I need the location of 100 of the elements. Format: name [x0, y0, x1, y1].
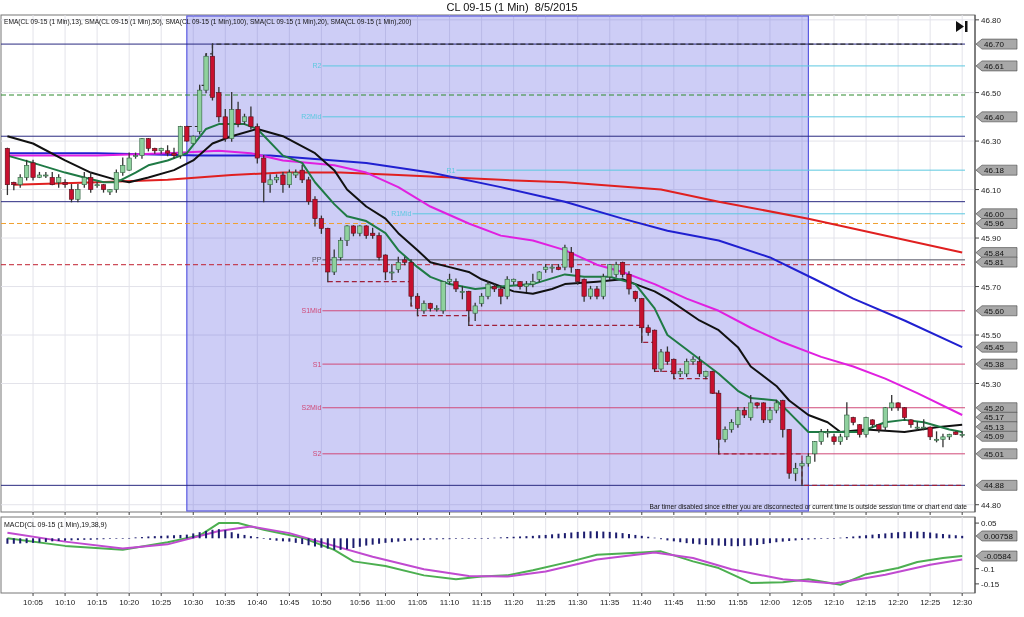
bar	[275, 538, 278, 541]
bar	[217, 529, 220, 539]
bar	[768, 538, 771, 544]
bar	[301, 538, 304, 545]
candlestick	[62, 179, 68, 188]
x-tick-label: 10:05	[23, 598, 44, 607]
x-tick-label: 12:15	[856, 598, 877, 607]
x-tick-label: 11:35	[600, 598, 621, 607]
y-tick-label: 46.50	[981, 88, 1002, 98]
x-tick-label: 11:40	[632, 598, 653, 607]
bar	[935, 533, 938, 539]
label-tag: 45.81	[975, 256, 1018, 268]
bar	[762, 538, 765, 545]
bar	[884, 533, 887, 539]
bar	[371, 538, 374, 545]
bar	[903, 531, 906, 539]
bar	[352, 538, 355, 549]
bar	[621, 533, 624, 539]
bar	[390, 538, 393, 543]
bar	[281, 538, 284, 542]
annotation: 45.09	[984, 432, 1005, 442]
bar	[6, 538, 9, 544]
chart-title: CL 09-15 (1 Min) 8/5/2015	[446, 1, 578, 13]
x-tick-label: 11:05	[407, 598, 428, 607]
bar	[249, 536, 252, 539]
bar	[57, 538, 60, 542]
bar	[358, 538, 361, 547]
label-tag: 45.09	[975, 430, 1018, 442]
y-tick-label: -0.1	[981, 564, 996, 574]
candlestick	[389, 264, 395, 280]
bar	[679, 538, 682, 543]
bar	[897, 532, 900, 539]
bar	[333, 538, 336, 550]
label-tag: 45.38	[975, 358, 1018, 370]
bar	[525, 536, 528, 539]
bar	[173, 535, 176, 539]
label-tag: 45.96	[975, 218, 1018, 229]
candlestick	[280, 171, 286, 193]
candlestick	[466, 290, 472, 326]
annotation: 46.40	[984, 112, 1005, 122]
bar	[25, 538, 28, 544]
x-tick-label: 12:00	[759, 598, 781, 607]
candlestick	[235, 101, 241, 128]
bar	[288, 538, 291, 542]
x-tick-label: 12:25	[920, 598, 941, 607]
x-tick-label: 11:10	[439, 598, 460, 607]
x-tick-label: 11:20	[503, 598, 524, 607]
bar	[775, 538, 778, 543]
x-tick-label: 10:56	[349, 598, 371, 607]
x-tick-label: 11:55	[728, 598, 749, 607]
annotation: 45.01	[984, 449, 1005, 459]
annotation: 45.17	[984, 413, 1005, 423]
bar	[326, 538, 329, 549]
label-tag: -0.0584	[975, 550, 1018, 562]
bar	[916, 531, 919, 539]
bar	[64, 538, 67, 541]
bar	[313, 538, 316, 547]
bar	[403, 538, 406, 542]
x-tick-label: 10:15	[87, 598, 108, 607]
bar	[211, 529, 214, 539]
label-tag: 46.70	[975, 38, 1018, 50]
annotation: 0.00758	[984, 531, 1014, 541]
bar	[954, 535, 957, 539]
x-tick-label: 11:25	[535, 598, 556, 607]
bar	[589, 531, 592, 539]
x-tick-label: 12:30	[952, 598, 973, 607]
bar	[781, 538, 784, 542]
bar	[788, 538, 791, 542]
candlestick	[88, 171, 94, 193]
label-tag: 46.00	[975, 208, 1018, 220]
bar	[198, 532, 201, 539]
y-tick-label: 45.90	[981, 234, 1002, 244]
bar	[307, 538, 310, 546]
bar	[192, 533, 195, 539]
bar	[365, 538, 368, 546]
label-tag: 45.01	[975, 448, 1018, 460]
annotation: 44.88	[984, 481, 1005, 491]
bar	[608, 531, 611, 539]
label-tag: 45.13	[975, 421, 1018, 433]
bar	[563, 533, 566, 539]
bar	[12, 538, 15, 544]
annotation: -0.0584	[984, 552, 1012, 562]
x-tick-label: 11:00	[375, 598, 396, 607]
bar	[551, 534, 554, 539]
x-tick-label: 10:45	[279, 598, 300, 607]
bar	[32, 538, 35, 543]
line-series	[12, 171, 964, 254]
bar	[922, 531, 925, 539]
bar	[70, 538, 73, 541]
x-tick-label: 10:40	[247, 598, 268, 607]
bar	[294, 538, 297, 543]
label-tag: 44.88	[975, 480, 1018, 491]
bar	[410, 538, 413, 541]
bar	[890, 532, 893, 539]
bar	[736, 538, 739, 547]
x-tick-label: 12:20	[888, 598, 909, 607]
bar	[384, 538, 387, 543]
bar	[794, 538, 797, 541]
bar	[743, 538, 746, 546]
x-tick-label: 11:50	[696, 598, 717, 607]
